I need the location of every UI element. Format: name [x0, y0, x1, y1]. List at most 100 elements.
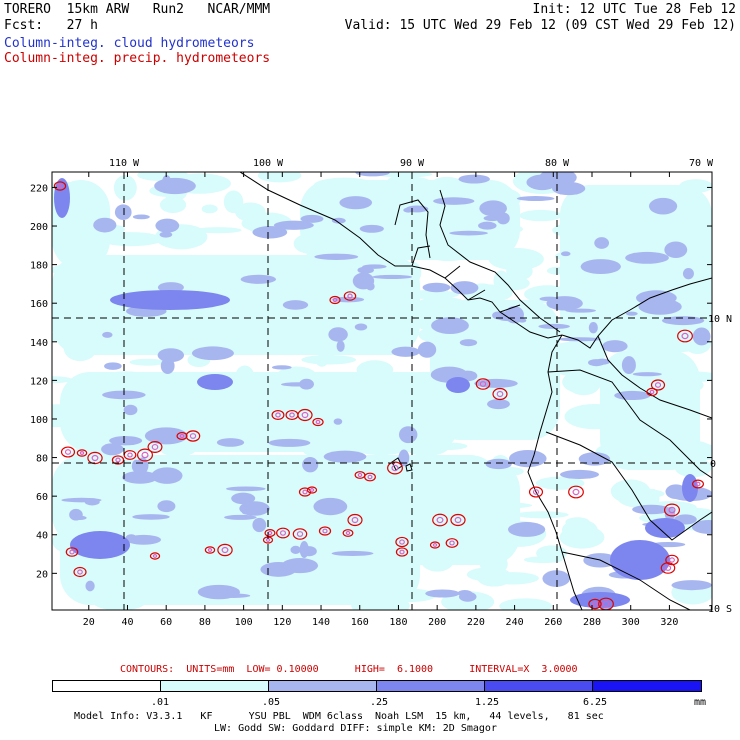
cloud-patch-dense: [425, 589, 460, 598]
precip-contour: [646, 387, 658, 397]
precip-contour: [450, 513, 466, 527]
cloud-patch: [416, 205, 465, 220]
x-tick-label: 220: [467, 617, 485, 628]
precip-contour-inner: [602, 600, 610, 608]
cloud-patch-dense: [449, 230, 488, 236]
precip-contour-inner: [399, 539, 405, 545]
precip-contour-inner: [275, 412, 281, 418]
valid-time: Valid: 15 UTC Wed 29 Feb 12 (09 CST Wed …: [344, 18, 736, 33]
precip-contour: [432, 513, 448, 527]
cloud-patch: [129, 358, 166, 366]
cloud-patch-dense: [478, 221, 497, 230]
precip-contour-inner: [332, 297, 338, 303]
cloud-patch: [353, 422, 367, 441]
cloud-patch-dense: [271, 365, 292, 370]
cloud-patch: [277, 264, 328, 273]
precip-contour: [65, 547, 79, 557]
precip-contour-inner: [315, 419, 321, 425]
cloud-patch: [589, 368, 603, 387]
precip-contour-inner: [64, 449, 72, 455]
cloud-patch: [613, 232, 657, 257]
cloud-patch-dense: [648, 197, 678, 215]
precip-contour-inner: [391, 464, 399, 472]
cloud-patch: [397, 411, 415, 428]
precip-contour-inner: [289, 412, 295, 418]
precip-contour-inner: [69, 549, 75, 555]
colorbar-bin-2: [268, 680, 377, 692]
x-axis-ticks: 20 40 60 80 100 120 140 160 180 200 220 240 260 280 30…: [83, 172, 678, 628]
colorbar-units: mm: [694, 697, 707, 708]
precip-contour-inner: [454, 516, 462, 524]
cloud-patch: [141, 517, 159, 538]
cloud-patch-heavy: [645, 518, 685, 538]
cloud-patch: [197, 423, 241, 439]
cloud-patch-dense: [458, 174, 490, 184]
cloud-patch-dense: [252, 225, 288, 239]
precip-contour-inner: [532, 489, 540, 495]
cloud-patch-dense: [664, 507, 676, 521]
precip-contour-inner: [496, 390, 504, 398]
cloud-patch: [450, 469, 464, 487]
contour-info: CONTOURS: UNITS=mm LOW= 0.10000 HIGH= 6.…: [120, 664, 578, 675]
precip-contour: [264, 528, 276, 538]
cloud-patch: [387, 556, 411, 565]
precip-contour-inner: [301, 411, 309, 419]
precip-contour-inner: [57, 183, 63, 189]
map-frame: [51, 171, 713, 611]
precip-contour-inner: [432, 543, 438, 547]
cloud-patch-dense: [302, 456, 319, 473]
precip-contour-inner: [681, 332, 689, 340]
cloud-patch: [480, 188, 503, 202]
cloud-patch-dense: [280, 382, 315, 387]
x-tick-label: 40: [121, 617, 133, 628]
cloud-patch-dense: [122, 471, 158, 484]
cloud-patch: [235, 365, 255, 389]
precip-contour: [60, 446, 76, 458]
y-tick-label: 40: [36, 531, 48, 542]
y-axis-ticks: 220 200 180 160 140 120 100 80 60 40 20: [30, 183, 712, 580]
x-tick-label: 20: [83, 617, 95, 628]
precip-contour-inner: [669, 557, 675, 563]
cloud-patch: [201, 204, 218, 214]
cloud-patch-dense: [459, 339, 478, 347]
precip-contour: [87, 451, 103, 465]
x-tick-label: 120: [273, 617, 291, 628]
y-tick-label: 60: [36, 492, 48, 503]
colorbar-bin-5: [592, 680, 702, 692]
precip-contour-inner: [309, 488, 315, 492]
cloud-patch: [493, 270, 510, 292]
precip-contour: [665, 554, 679, 566]
colorbar-bin-1: [160, 680, 269, 692]
cloud-patch: [297, 271, 362, 293]
x-tick-label: 200: [428, 617, 446, 628]
cloud-patch: [610, 479, 651, 504]
cloud-patch: [324, 389, 372, 402]
cloud-patch: [364, 563, 379, 584]
y-tick-label: 200: [30, 222, 48, 233]
cloud-patch: [456, 493, 500, 511]
cloud-patch-dense: [144, 427, 188, 445]
cloud-patch-dense: [224, 514, 257, 520]
cloud-patch: [431, 176, 463, 190]
cloud-patch: [376, 172, 433, 178]
lon-label-100w: 100 W: [253, 158, 284, 169]
cloud-patch: [160, 400, 221, 408]
cloud-patch-dense: [417, 341, 437, 358]
precip-contour: [147, 441, 163, 453]
cloud-patch: [429, 416, 492, 439]
cloud-patch-dense: [109, 436, 143, 446]
precip-contour: [395, 536, 409, 548]
cloud-patch-dense: [483, 215, 501, 222]
cloud-patch: [55, 217, 77, 227]
cloud-patch: [223, 190, 244, 214]
cloud-patch-dense: [372, 274, 413, 279]
cloud-patch-dense: [132, 214, 150, 220]
precip-contour-inner: [79, 450, 85, 456]
cloud-patch-dense: [125, 534, 162, 545]
cloud-patch-dense: [362, 264, 387, 269]
cloud-patch-dense: [671, 580, 712, 591]
precip-contour-inner: [357, 472, 363, 478]
cloud-patch: [402, 177, 432, 190]
colorbar-label-0: .01: [151, 697, 170, 708]
cloud-patch-dense: [485, 458, 512, 470]
